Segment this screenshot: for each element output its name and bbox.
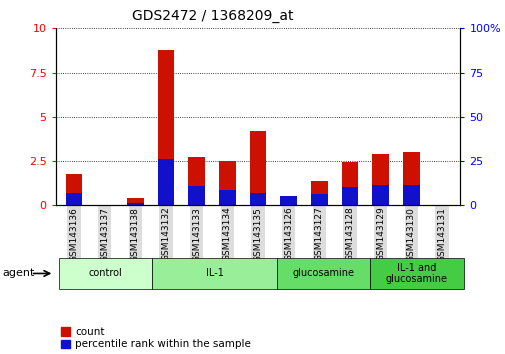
Bar — [372, 154, 388, 205]
Bar — [158, 159, 174, 205]
Bar — [280, 195, 296, 205]
Bar — [158, 50, 174, 205]
Bar — [311, 181, 327, 205]
Bar — [249, 131, 266, 205]
Legend: count, percentile rank within the sample: count, percentile rank within the sample — [61, 327, 251, 349]
Bar — [219, 161, 235, 205]
Bar — [66, 193, 82, 205]
Bar — [311, 194, 327, 205]
Text: IL-1: IL-1 — [205, 268, 223, 279]
Text: GDS2472 / 1368209_at: GDS2472 / 1368209_at — [131, 9, 293, 23]
Bar — [249, 193, 266, 205]
Bar — [127, 202, 143, 205]
Bar — [219, 190, 235, 205]
Bar — [402, 152, 419, 205]
Bar — [341, 187, 358, 205]
Text: IL-1 and
glucosamine: IL-1 and glucosamine — [385, 263, 447, 284]
Bar — [341, 162, 358, 205]
Bar — [188, 186, 205, 205]
Text: glucosamine: glucosamine — [292, 268, 354, 279]
Bar — [127, 198, 143, 205]
Bar — [372, 185, 388, 205]
Bar — [188, 156, 205, 205]
Text: control: control — [88, 268, 122, 279]
Bar — [66, 175, 82, 205]
Bar — [402, 185, 419, 205]
Text: agent: agent — [3, 268, 35, 279]
